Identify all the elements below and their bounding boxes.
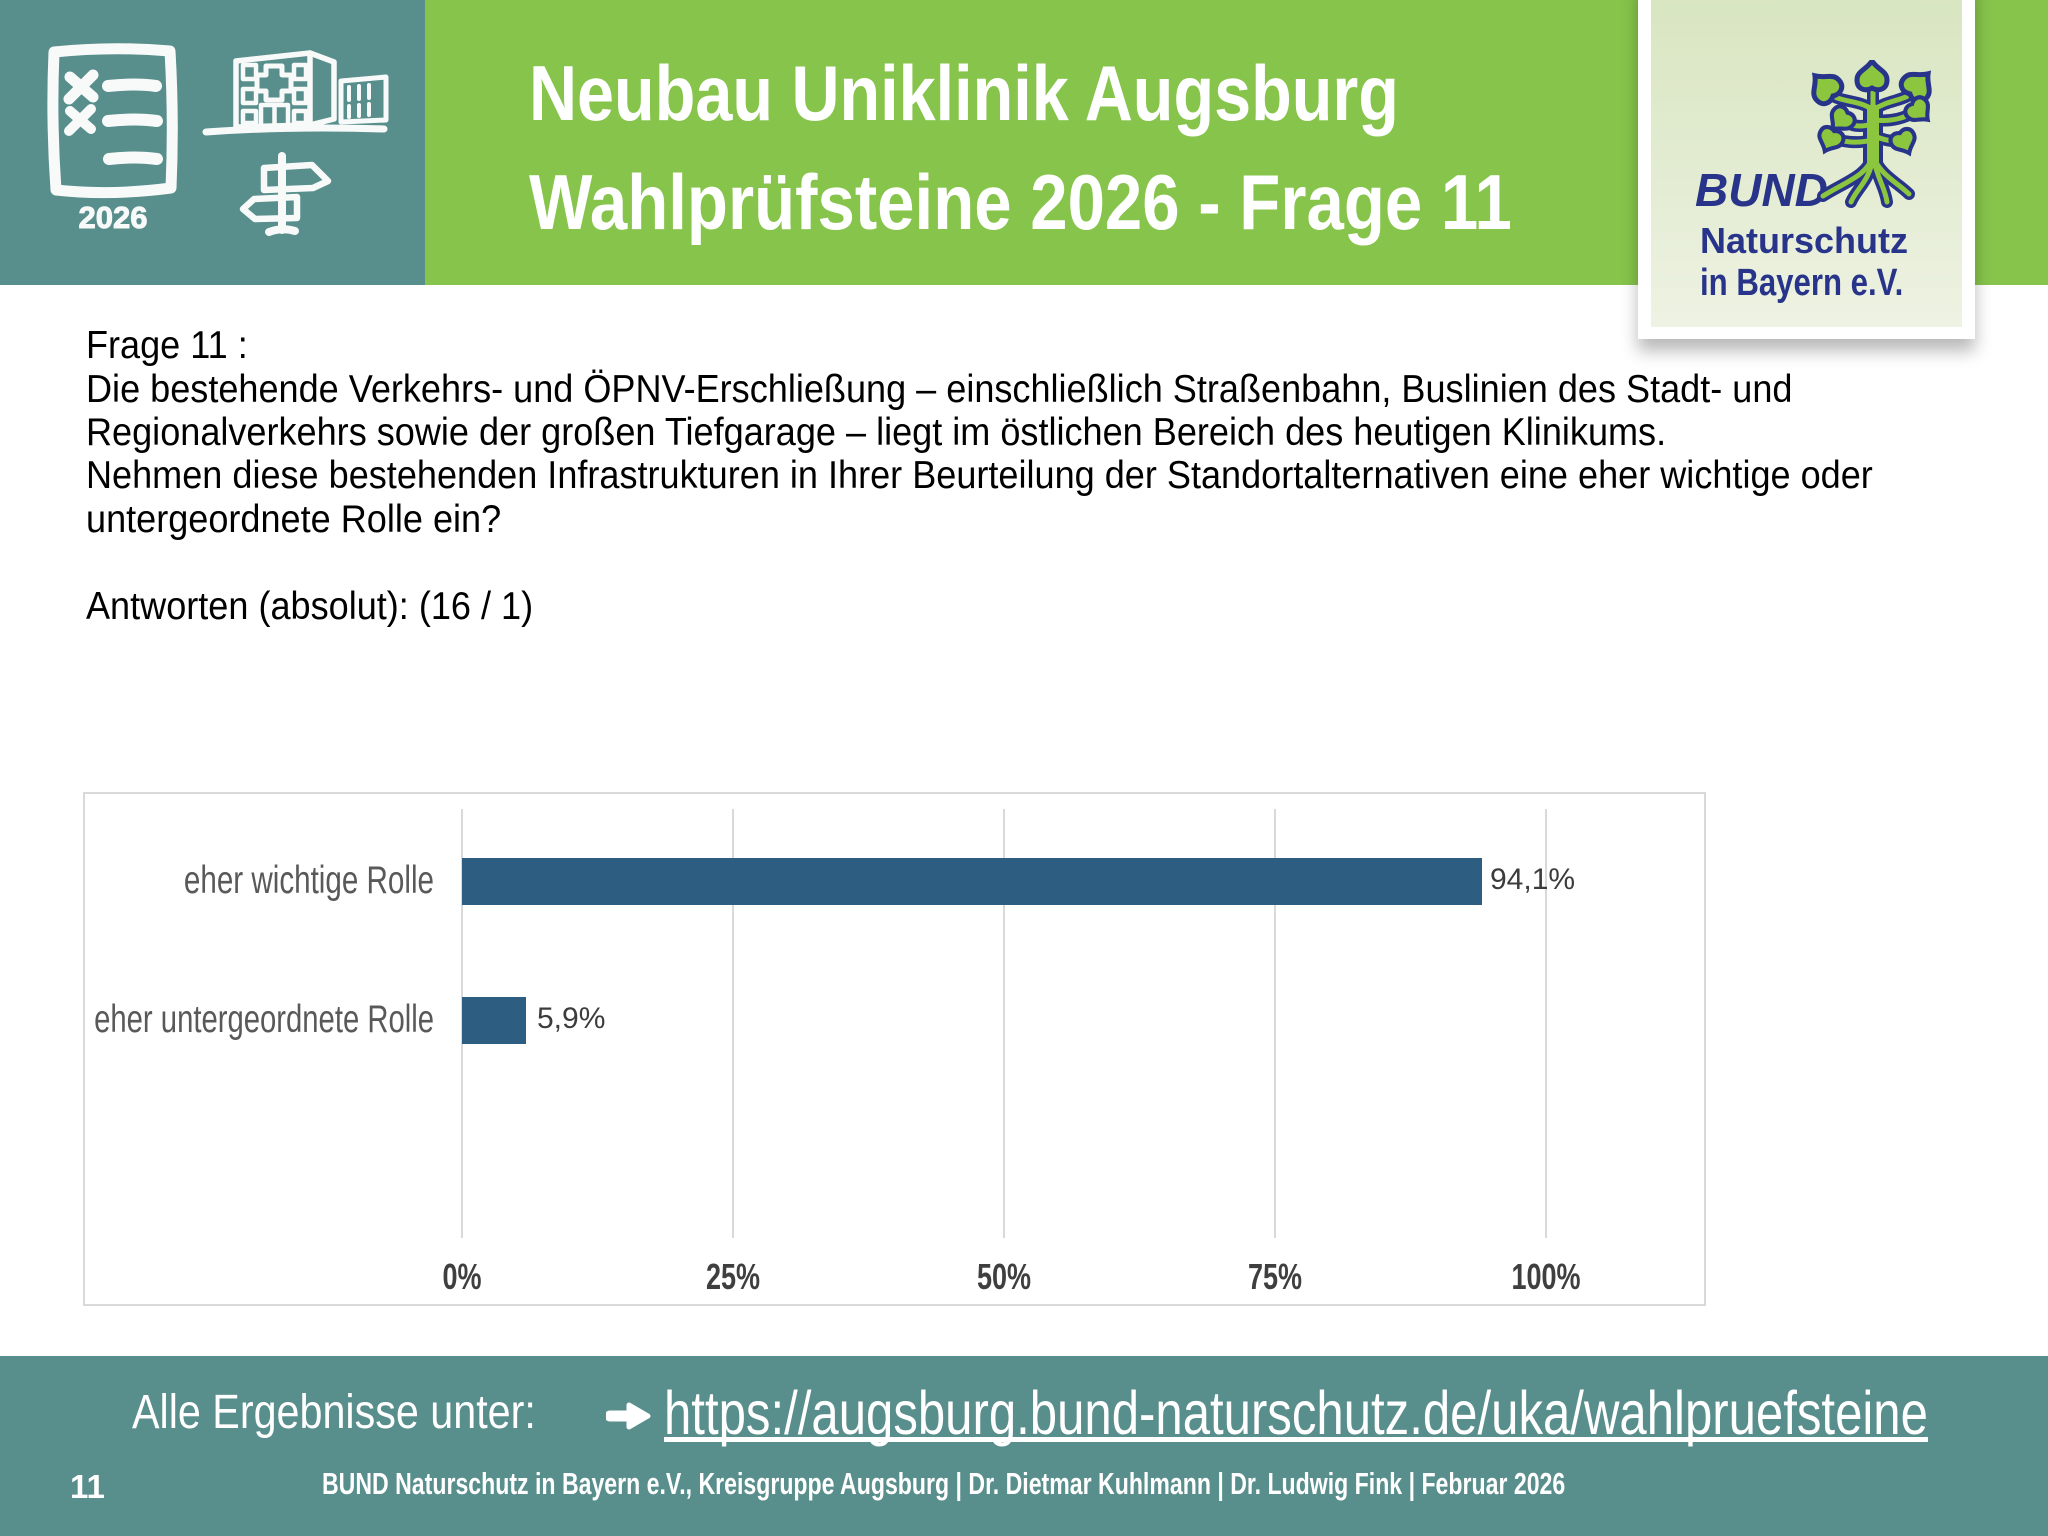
svg-text:2026: 2026 (79, 200, 148, 235)
